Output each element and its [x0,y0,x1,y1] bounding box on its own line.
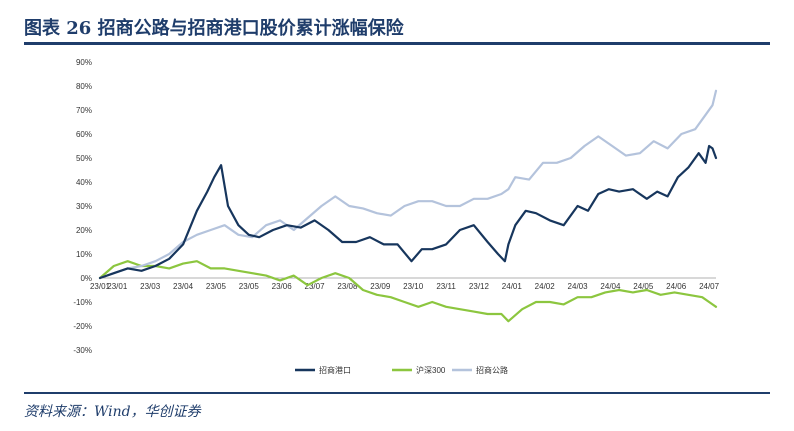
figure-header: 图表 26 招商公路与招商港口股价累计涨幅保险 [0,0,794,48]
x-tick-label: 24/02 [535,282,556,291]
x-tick-label: 23/07 [305,282,326,291]
x-tick-label: 24/03 [568,282,589,291]
x-tick-label: 23/03 [140,282,161,291]
y-tick-label: -20% [73,322,92,331]
y-tick-label: 80% [76,82,92,91]
header-rule [24,42,770,45]
footer-rule [24,392,770,394]
figure-title: 图表 26 招商公路与招商港口股价累计涨幅保险 [24,18,404,39]
source-note: 资料来源：Wind，华创证券 [24,404,201,420]
x-tick-label: 23/11 [436,282,456,291]
x-tick-label: 23/04 [173,282,194,291]
x-tick-label: 24/01 [502,282,523,291]
y-tick-label: 20% [76,226,92,235]
series-line [98,144,718,280]
x-tick-label: 23/09 [370,282,391,291]
legend-label: 招商公路 [476,365,508,375]
x-tick-label: 23/06 [272,282,293,291]
series-line [98,260,718,323]
series-line [98,89,718,280]
x-tick-label: 23/12 [469,282,490,291]
x-tick-label: 23/01 [107,282,128,291]
y-tick-label: 50% [76,154,92,163]
x-tick-label: 23/05 [206,282,227,291]
y-tick-label: 70% [76,106,92,115]
y-tick-label: 0% [80,274,92,283]
y-tick-label: -10% [73,298,92,307]
y-tick-label: 60% [76,130,92,139]
y-tick-label: 90% [76,58,92,67]
y-tick-label: -30% [73,346,92,355]
x-tick-label: 24/06 [666,282,687,291]
x-tick-label: 23/10 [403,282,424,291]
x-tick-label: 24/04 [600,282,621,291]
x-tick-label: 24/07 [699,282,720,291]
x-tick-label: 23/01 [90,282,111,291]
y-tick-label: 10% [76,250,92,259]
legend-label: 招商港口 [319,365,351,375]
y-tick-label: 40% [76,178,92,187]
x-tick-label: 23/05 [239,282,260,291]
x-tick-label: 24/05 [633,282,654,291]
y-tick-label: 30% [76,202,92,211]
x-tick-label: 23/08 [337,282,358,291]
legend-label: 沪深300 [416,365,446,375]
